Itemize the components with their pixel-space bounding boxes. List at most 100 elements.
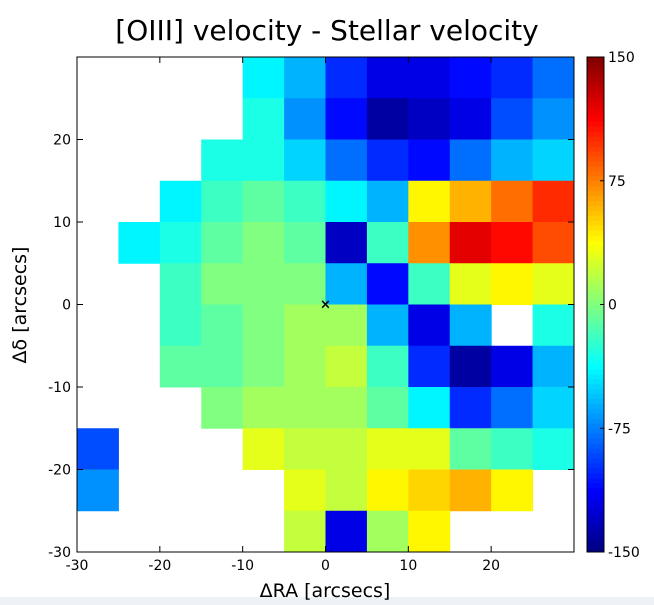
colorbar-step bbox=[587, 141, 604, 147]
colorbar-step bbox=[587, 373, 604, 380]
x-tick-label: -30 bbox=[66, 558, 89, 574]
colorbar-step bbox=[587, 423, 604, 429]
colorbar-step bbox=[587, 547, 604, 553]
heatmap-cell bbox=[242, 428, 285, 470]
colorbar-step bbox=[587, 418, 604, 424]
heatmap-cell bbox=[284, 263, 326, 305]
colorbar-step bbox=[587, 309, 604, 315]
colorbar-step bbox=[587, 339, 604, 345]
colorbar-step bbox=[587, 477, 604, 484]
heatmap-cell bbox=[325, 387, 368, 429]
heatmap-cell bbox=[284, 428, 326, 470]
heatmap-cell bbox=[491, 469, 534, 512]
heatmap-cell bbox=[408, 304, 451, 347]
heatmap-cell bbox=[408, 510, 451, 553]
colorbar-step bbox=[587, 96, 604, 103]
colorbar-step bbox=[587, 274, 604, 281]
colorbar-step bbox=[587, 383, 604, 390]
heatmap-cell bbox=[449, 387, 492, 429]
colorbar-step bbox=[587, 131, 604, 137]
colorbar-step bbox=[587, 255, 604, 261]
heatmap-cell bbox=[325, 469, 368, 512]
y-tick-label: -30 bbox=[48, 545, 71, 561]
heatmap-cell bbox=[449, 263, 492, 305]
colorbar-step bbox=[587, 334, 604, 340]
heatmap-cell bbox=[325, 510, 368, 553]
heatmap-cell bbox=[201, 345, 244, 388]
heatmap-cell bbox=[366, 98, 409, 140]
y-tick-label: -10 bbox=[48, 380, 71, 396]
heatmap-cell bbox=[159, 263, 202, 305]
heatmap-cell bbox=[325, 304, 368, 347]
colorbar-step bbox=[587, 284, 604, 291]
colorbar-step bbox=[587, 354, 604, 360]
heatmap-cell bbox=[449, 98, 492, 140]
colorbar-step bbox=[587, 324, 604, 330]
heatmap-cell bbox=[532, 345, 575, 388]
heatmap-cell bbox=[201, 263, 244, 305]
colorbar-step bbox=[587, 428, 604, 434]
heatmap-cell bbox=[325, 180, 368, 223]
colorbar-step bbox=[587, 106, 604, 112]
heatmap-cell bbox=[242, 222, 285, 264]
colorbar-step bbox=[587, 522, 604, 528]
colorbar-step bbox=[587, 235, 604, 241]
heatmap-cell bbox=[449, 57, 492, 99]
colorbar-step bbox=[587, 245, 604, 251]
colorbar-step bbox=[587, 111, 604, 117]
heatmap-cell bbox=[532, 57, 575, 99]
heatmap-cell bbox=[366, 510, 409, 553]
heatmap-cell bbox=[325, 57, 368, 99]
x-tick-label: 20 bbox=[482, 558, 500, 574]
colorbar-step bbox=[587, 185, 604, 192]
colorbar-step bbox=[587, 537, 604, 543]
heatmap-cell bbox=[242, 57, 285, 99]
heatmap-cell bbox=[159, 304, 202, 347]
colorbar-step bbox=[587, 398, 604, 404]
colorbar-step bbox=[587, 438, 604, 444]
colorbar-step bbox=[587, 368, 604, 375]
heatmap-cell bbox=[242, 387, 285, 429]
heatmap-cell bbox=[366, 469, 409, 512]
colorbar-step bbox=[587, 453, 604, 459]
heatmap-cell bbox=[366, 139, 409, 182]
heatmap-cell bbox=[284, 345, 326, 388]
colorbar-step bbox=[587, 175, 604, 182]
heatmap-cell bbox=[284, 222, 326, 264]
y-tick-label: 10 bbox=[53, 215, 71, 231]
heatmap-cell bbox=[325, 263, 368, 305]
colorbar-tick-label: -75 bbox=[608, 421, 631, 437]
x-axis-label: ΔRA [arcsecs] bbox=[260, 580, 391, 602]
colorbar-step bbox=[587, 448, 604, 454]
heatmap-cell bbox=[532, 428, 575, 470]
colorbar-step bbox=[587, 165, 604, 172]
colorbar-step bbox=[587, 527, 604, 533]
colorbar-step bbox=[587, 230, 604, 236]
colorbar-step bbox=[587, 502, 604, 508]
colorbar-step bbox=[587, 121, 604, 127]
heatmap-cell bbox=[532, 222, 575, 264]
heatmap-cell bbox=[532, 304, 575, 347]
colorbar-step bbox=[587, 314, 604, 320]
heatmap-cell bbox=[491, 180, 534, 223]
colorbar-step bbox=[587, 462, 604, 469]
colorbar-step bbox=[587, 225, 604, 231]
x-tick-label: -10 bbox=[231, 558, 254, 574]
heatmap-cell bbox=[284, 510, 326, 553]
heatmap-cell bbox=[408, 222, 451, 264]
heatmap-cell bbox=[449, 428, 492, 470]
heatmap-cell bbox=[366, 57, 409, 99]
heatmap-cell bbox=[408, 263, 451, 305]
heatmap-cell bbox=[491, 57, 534, 99]
colorbar-tick-label: 75 bbox=[608, 174, 626, 190]
chart-title: [OIII] velocity - Stellar velocity bbox=[115, 14, 538, 47]
colorbar-step bbox=[587, 210, 604, 216]
heatmap-cell bbox=[532, 139, 575, 182]
colorbar-step bbox=[587, 388, 604, 395]
colorbar-step bbox=[587, 71, 604, 78]
colorbar-step bbox=[587, 259, 604, 266]
heatmap-cell bbox=[408, 139, 451, 182]
heatmap-cell bbox=[532, 263, 575, 305]
colorbar-step bbox=[587, 304, 604, 310]
